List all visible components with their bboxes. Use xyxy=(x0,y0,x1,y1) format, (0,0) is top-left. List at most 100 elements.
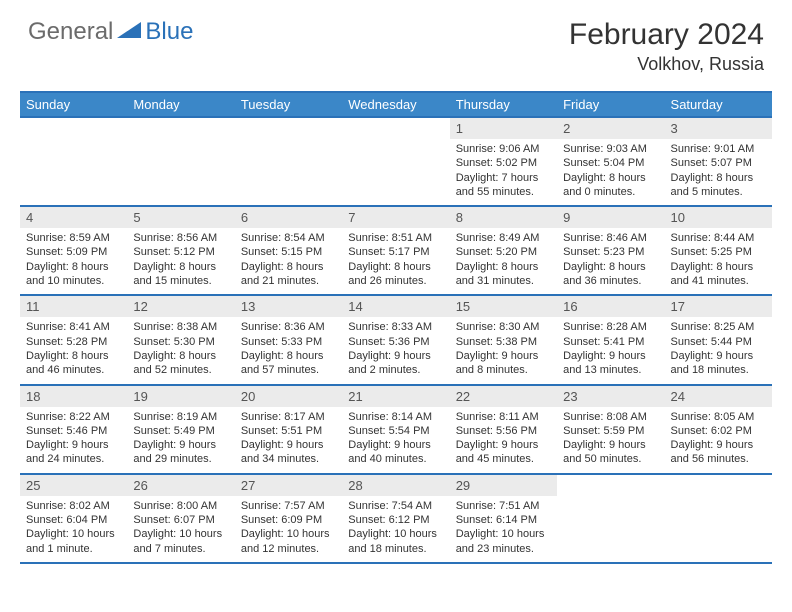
day-details: Sunrise: 9:03 AMSunset: 5:04 PMDaylight:… xyxy=(557,139,664,205)
day-number: 4 xyxy=(20,207,127,228)
page-title: February 2024 xyxy=(569,18,764,52)
day-details: Sunrise: 8:51 AMSunset: 5:17 PMDaylight:… xyxy=(342,228,449,294)
logo-text-blue: Blue xyxy=(145,18,193,46)
day-details: Sunrise: 8:49 AMSunset: 5:20 PMDaylight:… xyxy=(450,228,557,294)
day-number: 5 xyxy=(127,207,234,228)
calendar-cell: 13Sunrise: 8:36 AMSunset: 5:33 PMDayligh… xyxy=(235,295,342,384)
calendar-cell: 22Sunrise: 8:11 AMSunset: 5:56 PMDayligh… xyxy=(450,385,557,474)
day-details: Sunrise: 8:19 AMSunset: 5:49 PMDaylight:… xyxy=(127,407,234,473)
day-header: Sunday xyxy=(20,92,127,117)
day-details: Sunrise: 8:44 AMSunset: 5:25 PMDaylight:… xyxy=(665,228,772,294)
day-number: 14 xyxy=(342,296,449,317)
day-number: 10 xyxy=(665,207,772,228)
day-details: Sunrise: 8:11 AMSunset: 5:56 PMDaylight:… xyxy=(450,407,557,473)
calendar-cell xyxy=(20,117,127,206)
day-details: Sunrise: 8:36 AMSunset: 5:33 PMDaylight:… xyxy=(235,317,342,383)
calendar-cell: 11Sunrise: 8:41 AMSunset: 5:28 PMDayligh… xyxy=(20,295,127,384)
calendar-cell xyxy=(342,117,449,206)
calendar-cell: 4Sunrise: 8:59 AMSunset: 5:09 PMDaylight… xyxy=(20,206,127,295)
day-number: 28 xyxy=(342,475,449,496)
day-number: 11 xyxy=(20,296,127,317)
day-details: Sunrise: 8:38 AMSunset: 5:30 PMDaylight:… xyxy=(127,317,234,383)
day-number: 18 xyxy=(20,386,127,407)
calendar-cell: 9Sunrise: 8:46 AMSunset: 5:23 PMDaylight… xyxy=(557,206,664,295)
calendar-week: 18Sunrise: 8:22 AMSunset: 5:46 PMDayligh… xyxy=(20,385,772,474)
calendar-cell xyxy=(235,117,342,206)
calendar-cell: 17Sunrise: 8:25 AMSunset: 5:44 PMDayligh… xyxy=(665,295,772,384)
day-details: Sunrise: 8:08 AMSunset: 5:59 PMDaylight:… xyxy=(557,407,664,473)
day-number: 16 xyxy=(557,296,664,317)
calendar-cell: 15Sunrise: 8:30 AMSunset: 5:38 PMDayligh… xyxy=(450,295,557,384)
day-details: Sunrise: 8:05 AMSunset: 6:02 PMDaylight:… xyxy=(665,407,772,473)
calendar-cell: 26Sunrise: 8:00 AMSunset: 6:07 PMDayligh… xyxy=(127,474,234,563)
calendar-cell: 8Sunrise: 8:49 AMSunset: 5:20 PMDaylight… xyxy=(450,206,557,295)
calendar-week: 4Sunrise: 8:59 AMSunset: 5:09 PMDaylight… xyxy=(20,206,772,295)
day-details: Sunrise: 7:54 AMSunset: 6:12 PMDaylight:… xyxy=(342,496,449,562)
calendar-cell: 25Sunrise: 8:02 AMSunset: 6:04 PMDayligh… xyxy=(20,474,127,563)
day-details: Sunrise: 7:57 AMSunset: 6:09 PMDaylight:… xyxy=(235,496,342,562)
calendar-body: 1Sunrise: 9:06 AMSunset: 5:02 PMDaylight… xyxy=(20,117,772,563)
day-details: Sunrise: 8:28 AMSunset: 5:41 PMDaylight:… xyxy=(557,317,664,383)
day-details: Sunrise: 8:59 AMSunset: 5:09 PMDaylight:… xyxy=(20,228,127,294)
day-details: Sunrise: 8:17 AMSunset: 5:51 PMDaylight:… xyxy=(235,407,342,473)
calendar-cell: 19Sunrise: 8:19 AMSunset: 5:49 PMDayligh… xyxy=(127,385,234,474)
day-number: 23 xyxy=(557,386,664,407)
day-header: Friday xyxy=(557,92,664,117)
calendar-cell: 16Sunrise: 8:28 AMSunset: 5:41 PMDayligh… xyxy=(557,295,664,384)
day-number: 22 xyxy=(450,386,557,407)
calendar-cell: 5Sunrise: 8:56 AMSunset: 5:12 PMDaylight… xyxy=(127,206,234,295)
day-number: 1 xyxy=(450,118,557,139)
day-details: Sunrise: 8:41 AMSunset: 5:28 PMDaylight:… xyxy=(20,317,127,383)
day-number: 13 xyxy=(235,296,342,317)
logo: General Blue xyxy=(28,18,193,46)
day-details: Sunrise: 8:14 AMSunset: 5:54 PMDaylight:… xyxy=(342,407,449,473)
day-header: Saturday xyxy=(665,92,772,117)
calendar-cell xyxy=(665,474,772,563)
calendar-cell xyxy=(127,117,234,206)
day-number: 7 xyxy=(342,207,449,228)
calendar-cell: 23Sunrise: 8:08 AMSunset: 5:59 PMDayligh… xyxy=(557,385,664,474)
day-header: Monday xyxy=(127,92,234,117)
day-number: 15 xyxy=(450,296,557,317)
day-details: Sunrise: 8:00 AMSunset: 6:07 PMDaylight:… xyxy=(127,496,234,562)
calendar-cell xyxy=(557,474,664,563)
day-details: Sunrise: 8:25 AMSunset: 5:44 PMDaylight:… xyxy=(665,317,772,383)
day-number: 2 xyxy=(557,118,664,139)
day-number: 12 xyxy=(127,296,234,317)
day-number: 19 xyxy=(127,386,234,407)
day-details: Sunrise: 8:46 AMSunset: 5:23 PMDaylight:… xyxy=(557,228,664,294)
day-number: 8 xyxy=(450,207,557,228)
calendar-cell: 10Sunrise: 8:44 AMSunset: 5:25 PMDayligh… xyxy=(665,206,772,295)
calendar-week: 11Sunrise: 8:41 AMSunset: 5:28 PMDayligh… xyxy=(20,295,772,384)
day-number: 17 xyxy=(665,296,772,317)
calendar-cell: 27Sunrise: 7:57 AMSunset: 6:09 PMDayligh… xyxy=(235,474,342,563)
day-number: 27 xyxy=(235,475,342,496)
location-label: Volkhov, Russia xyxy=(569,54,764,75)
calendar-cell: 18Sunrise: 8:22 AMSunset: 5:46 PMDayligh… xyxy=(20,385,127,474)
day-number: 25 xyxy=(20,475,127,496)
day-number: 21 xyxy=(342,386,449,407)
title-block: February 2024 Volkhov, Russia xyxy=(569,18,764,75)
calendar-cell: 21Sunrise: 8:14 AMSunset: 5:54 PMDayligh… xyxy=(342,385,449,474)
day-details: Sunrise: 8:54 AMSunset: 5:15 PMDaylight:… xyxy=(235,228,342,294)
calendar-cell: 1Sunrise: 9:06 AMSunset: 5:02 PMDaylight… xyxy=(450,117,557,206)
calendar-header: SundayMondayTuesdayWednesdayThursdayFrid… xyxy=(20,92,772,117)
day-header: Thursday xyxy=(450,92,557,117)
day-details: Sunrise: 8:33 AMSunset: 5:36 PMDaylight:… xyxy=(342,317,449,383)
day-details: Sunrise: 8:30 AMSunset: 5:38 PMDaylight:… xyxy=(450,317,557,383)
day-details: Sunrise: 9:01 AMSunset: 5:07 PMDaylight:… xyxy=(665,139,772,205)
calendar-week: 1Sunrise: 9:06 AMSunset: 5:02 PMDaylight… xyxy=(20,117,772,206)
calendar-cell: 20Sunrise: 8:17 AMSunset: 5:51 PMDayligh… xyxy=(235,385,342,474)
day-number: 9 xyxy=(557,207,664,228)
day-details: Sunrise: 7:51 AMSunset: 6:14 PMDaylight:… xyxy=(450,496,557,562)
calendar-cell: 29Sunrise: 7:51 AMSunset: 6:14 PMDayligh… xyxy=(450,474,557,563)
logo-text-general: General xyxy=(28,18,113,46)
calendar-cell: 3Sunrise: 9:01 AMSunset: 5:07 PMDaylight… xyxy=(665,117,772,206)
calendar-cell: 7Sunrise: 8:51 AMSunset: 5:17 PMDaylight… xyxy=(342,206,449,295)
day-number: 24 xyxy=(665,386,772,407)
calendar-cell: 14Sunrise: 8:33 AMSunset: 5:36 PMDayligh… xyxy=(342,295,449,384)
calendar-cell: 12Sunrise: 8:38 AMSunset: 5:30 PMDayligh… xyxy=(127,295,234,384)
calendar-week: 25Sunrise: 8:02 AMSunset: 6:04 PMDayligh… xyxy=(20,474,772,563)
day-header: Wednesday xyxy=(342,92,449,117)
calendar-cell: 24Sunrise: 8:05 AMSunset: 6:02 PMDayligh… xyxy=(665,385,772,474)
